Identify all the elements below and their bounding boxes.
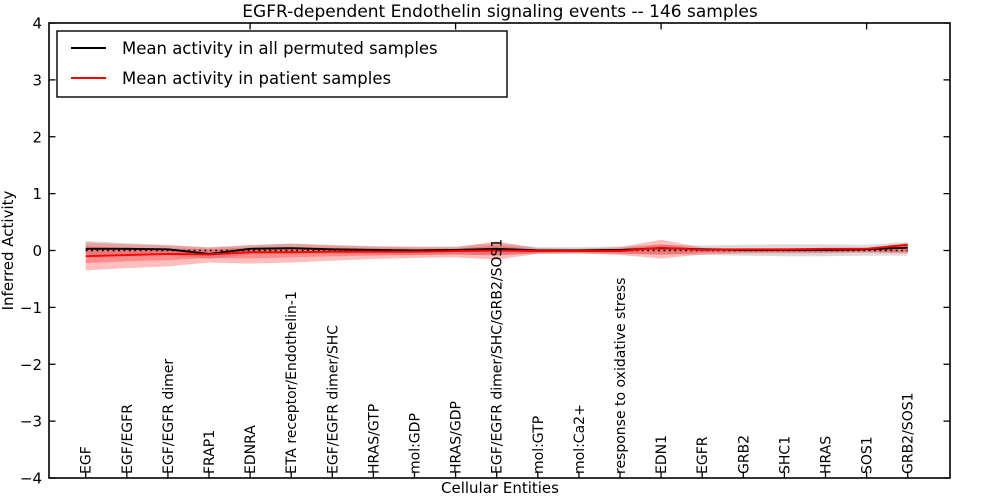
legend-box	[56, 30, 508, 98]
y-tick-label: −1	[20, 299, 42, 317]
legend: Mean activity in all permuted samples Me…	[56, 30, 508, 98]
x-tick-label: mol:Ca2+	[572, 404, 588, 474]
series-lines-layer	[85, 243, 908, 258]
y-tick-label: −3	[20, 413, 42, 431]
mean-activity-in-patient-samples-line	[85, 243, 908, 258]
x-tick-label: EDNRA	[243, 425, 259, 474]
y-tick-label: −2	[20, 356, 42, 374]
y-axis-label: Inferred Activity	[0, 190, 17, 310]
x-tick-label: HRAS/GDP	[449, 401, 465, 474]
x-tick-label: FRAP1	[202, 430, 218, 474]
x-tick-label: response to oxidative stress	[613, 278, 629, 474]
y-tick-label: 2	[32, 128, 42, 146]
x-tick-label: GRB2/SOS1	[901, 392, 917, 474]
y-tick-label: 1	[32, 185, 42, 203]
legend-label-patient: Mean activity in patient samples	[122, 69, 391, 88]
y-tick-label: −4	[20, 470, 42, 488]
x-tick-label: HRAS/GTP	[366, 404, 382, 474]
x-tick-label: mol:GTP	[531, 416, 547, 474]
x-tick-label: EGF/EGFR	[120, 404, 136, 474]
legend-label-permuted: Mean activity in all permuted samples	[122, 39, 438, 58]
x-tick-label: EGF	[79, 446, 95, 474]
y-tick-label: 0	[32, 242, 42, 260]
x-tick-label: SOS1	[860, 436, 876, 474]
x-tick-label: EGF/EGFR dimer/SHC	[325, 325, 341, 474]
x-tick-label: ETA receptor/Endothelin-1	[284, 291, 300, 474]
chart-title: EGFR-dependent Endothelin signaling even…	[242, 2, 758, 22]
x-tick-label: EGF/EGFR dimer	[161, 359, 177, 474]
x-tick-label: EGFR	[695, 436, 711, 474]
y-tick-label: 4	[32, 15, 42, 33]
x-tick-label: EDN1	[654, 435, 670, 474]
y-tick-label: 3	[32, 71, 42, 89]
tick-labels-layer: 4 3 2 1 0 −1 −2 −3 −4 EGF EGF/EGFR EGF/EGFR dimer FR…	[20, 15, 917, 488]
x-tick-label: SHC1	[777, 436, 793, 474]
x-axis-label: Cellular Entities	[441, 479, 559, 497]
x-tick-label: mol:GDP	[408, 413, 424, 474]
x-tick-label: HRAS	[819, 436, 835, 474]
plot-frame	[48, 22, 951, 479]
x-tick-label: EGF/EGFR dimer/SHC/GRB2/SOS1	[490, 239, 506, 474]
x-tick-label: GRB2	[736, 435, 752, 474]
